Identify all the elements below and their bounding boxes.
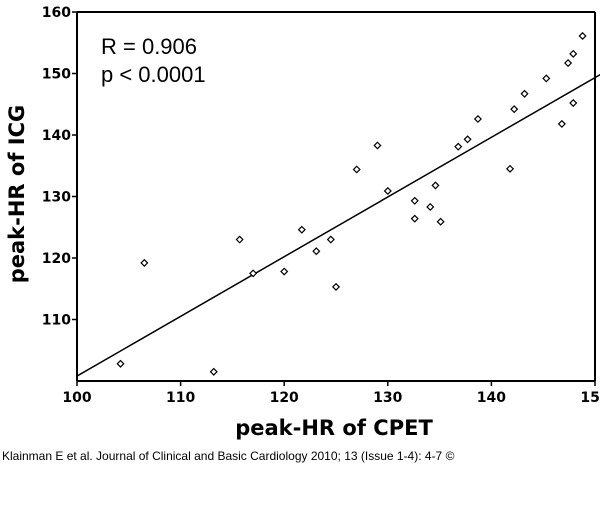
ticks-layer: 100 110 120 130 140 150 110 120 130 140 150 160 bbox=[42, 5, 600, 406]
data-point bbox=[209, 367, 218, 376]
data-point bbox=[436, 217, 445, 226]
data-point bbox=[473, 114, 482, 124]
data-point bbox=[557, 119, 566, 128]
data-point bbox=[116, 359, 125, 368]
p-value-annotation: p < 0.0001 bbox=[101, 62, 206, 87]
points-layer bbox=[116, 31, 587, 376]
data-point bbox=[352, 165, 361, 174]
data-point bbox=[140, 258, 149, 267]
data-point bbox=[280, 267, 289, 276]
x-tick-label: 120 bbox=[270, 390, 299, 406]
y-tick-label: 130 bbox=[42, 190, 71, 206]
data-point bbox=[297, 225, 306, 234]
data-point bbox=[410, 196, 419, 205]
y-tick-label: 160 bbox=[42, 5, 71, 21]
data-point bbox=[249, 269, 258, 278]
data-point bbox=[235, 235, 244, 244]
source-caption: Klainman E et al. Journal of Clinical an… bbox=[2, 449, 455, 463]
scatter-chart: 100 110 120 130 140 150 110 120 130 140 150 160 R =… bbox=[5, 5, 600, 440]
data-point bbox=[410, 214, 419, 223]
data-point bbox=[373, 141, 382, 150]
data-point bbox=[569, 49, 578, 58]
data-point bbox=[326, 235, 335, 244]
y-tick-label: 120 bbox=[42, 251, 71, 267]
x-axis-title: peak-HR of CPET bbox=[235, 416, 433, 440]
y-tick-label: 140 bbox=[42, 128, 71, 144]
data-point bbox=[431, 181, 440, 190]
y-axis-title: peak-HR of ICG bbox=[5, 105, 29, 284]
data-point bbox=[454, 142, 463, 151]
y-tick-label: 150 bbox=[42, 67, 71, 83]
data-point bbox=[426, 202, 435, 212]
x-tick-label: 150 bbox=[580, 390, 600, 406]
data-point bbox=[312, 247, 321, 256]
data-point bbox=[463, 135, 472, 144]
data-point bbox=[520, 89, 529, 98]
x-tick-label: 100 bbox=[62, 390, 91, 406]
x-tick-label: 110 bbox=[166, 390, 195, 406]
data-point bbox=[505, 164, 515, 173]
x-tick-label: 130 bbox=[373, 390, 402, 406]
regression-line bbox=[76, 73, 600, 377]
data-point bbox=[564, 58, 573, 68]
data-point bbox=[510, 105, 519, 114]
data-point bbox=[383, 186, 392, 196]
data-point bbox=[569, 98, 578, 108]
x-tick-label: 140 bbox=[477, 390, 506, 406]
data-point bbox=[331, 282, 341, 291]
correlation-annotation: R = 0.906 bbox=[101, 34, 197, 59]
data-point bbox=[578, 31, 587, 41]
y-tick-label: 110 bbox=[42, 313, 71, 329]
data-point bbox=[542, 74, 551, 83]
